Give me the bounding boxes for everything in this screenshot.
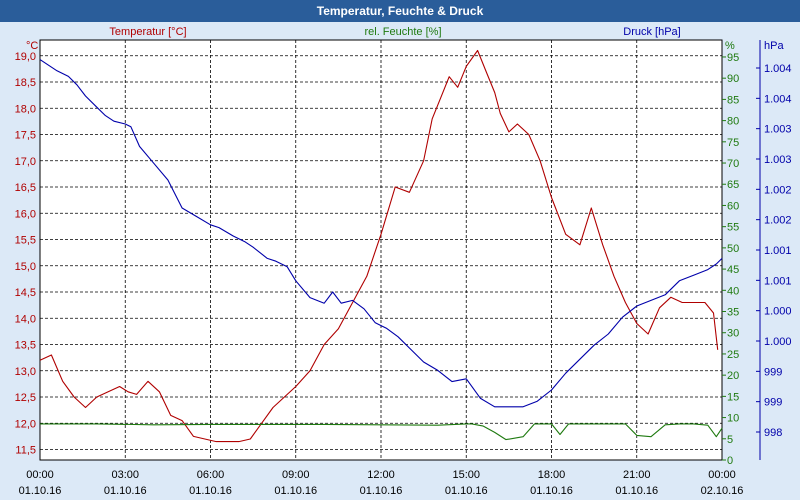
- tick-x-time: 03:00: [111, 469, 139, 481]
- tick-temperature: 17,0: [15, 156, 36, 168]
- tick-temperature: 18,0: [15, 103, 36, 115]
- tick-temperature: 13,5: [15, 340, 36, 352]
- tick-temperature: 18,5: [15, 77, 36, 89]
- tick-x-time: 00:00: [26, 469, 54, 481]
- tick-humidity: 75: [727, 137, 739, 149]
- series-humidity: [40, 423, 723, 441]
- unit-humidity: %: [725, 40, 735, 52]
- window-title: Temperatur, Feuchte & Druck: [0, 0, 800, 22]
- unit-temperature: °C: [26, 40, 38, 52]
- tick-humidity: 80: [727, 116, 739, 128]
- grid: [40, 40, 722, 460]
- tick-pressure: 1.002: [764, 215, 792, 227]
- tick-x-date: 01.10.16: [360, 485, 403, 497]
- tick-pressure: 1.004: [764, 93, 792, 105]
- legend-humidity: rel. Feuchte [%]: [364, 26, 441, 38]
- tick-x-time: 12:00: [367, 469, 395, 481]
- tick-humidity: 40: [727, 285, 739, 297]
- tick-x-date: 02.10.16: [701, 485, 744, 497]
- tick-humidity: 25: [727, 349, 739, 361]
- tick-humidity: 65: [727, 179, 739, 191]
- tick-pressure: 1.001: [764, 245, 792, 257]
- tick-x-time: 18:00: [538, 469, 566, 481]
- tick-x-date: 01.10.16: [530, 485, 573, 497]
- tick-pressure: 1.000: [764, 336, 792, 348]
- tick-humidity: 0: [727, 455, 733, 467]
- tick-temperature: 17,5: [15, 130, 36, 142]
- tick-pressure: 998: [764, 427, 782, 439]
- tick-x-date: 01.10.16: [19, 485, 62, 497]
- tick-pressure: 1.003: [764, 124, 792, 136]
- tick-humidity: 30: [727, 328, 739, 340]
- tick-x-time: 15:00: [452, 469, 480, 481]
- tick-humidity: 10: [727, 413, 739, 425]
- tick-pressure: 1.000: [764, 306, 792, 318]
- tick-pressure: 1.004: [764, 63, 792, 75]
- tick-humidity: 55: [727, 222, 739, 234]
- tick-temperature: 16,5: [15, 182, 36, 194]
- tick-temperature: 15,0: [15, 261, 36, 273]
- tick-x-time: 06:00: [197, 469, 225, 481]
- tick-x-time: 09:00: [282, 469, 310, 481]
- tick-pressure: 1.002: [764, 184, 792, 196]
- tick-temperature: 16,0: [15, 208, 36, 220]
- tick-humidity: 45: [727, 264, 739, 276]
- tick-x-time: 00:00: [708, 469, 736, 481]
- tick-temperature: 12,5: [15, 392, 36, 404]
- tick-humidity: 50: [727, 243, 739, 255]
- tick-pressure: 999: [764, 397, 782, 409]
- legend-pressure: Druck [hPa]: [623, 26, 680, 38]
- legend: Temperatur [°C] rel. Feuchte [%] Druck […: [26, 26, 784, 52]
- tick-temperature: 11,5: [15, 445, 36, 457]
- tick-temperature: 19,0: [15, 51, 36, 63]
- tick-x-date: 01.10.16: [189, 485, 232, 497]
- tick-humidity: 90: [727, 73, 739, 85]
- tick-temperature: 14,5: [15, 287, 36, 299]
- tick-temperature: 15,5: [15, 235, 36, 247]
- tick-labels: 11,5 12,0 12,5 13,0 13,5 14,0 14,5 15,0 15,5 16,0…: [15, 40, 792, 497]
- tick-pressure: 999: [764, 366, 782, 378]
- tick-humidity: 35: [727, 307, 739, 319]
- tick-humidity: 95: [727, 52, 739, 64]
- tick-pressure: 1.003: [764, 154, 792, 166]
- tick-temperature: 13,0: [15, 366, 36, 378]
- unit-pressure: hPa: [764, 40, 784, 52]
- tick-humidity: 60: [727, 200, 739, 212]
- tick-humidity: 70: [727, 158, 739, 170]
- tick-x-date: 01.10.16: [104, 485, 147, 497]
- series-temperature: [39, 49, 719, 443]
- tick-x-date: 01.10.16: [274, 485, 317, 497]
- legend-temperature: Temperatur [°C]: [109, 26, 186, 38]
- tick-x-date: 01.10.16: [615, 485, 658, 497]
- tick-humidity: 20: [727, 370, 739, 382]
- series-pressure: [39, 59, 723, 408]
- tick-x-date: 01.10.16: [445, 485, 488, 497]
- tick-x-time: 21:00: [623, 469, 651, 481]
- tick-humidity: 85: [727, 94, 739, 106]
- tick-humidity: 5: [727, 434, 733, 446]
- tick-temperature: 14,0: [15, 313, 36, 325]
- tick-humidity: 15: [727, 391, 739, 403]
- tick-pressure: 1.001: [764, 275, 792, 287]
- series-lines: [39, 49, 723, 443]
- chart: 11,5 12,0 12,5 13,0 13,5 14,0 14,5 15,0 15,5 16,0…: [15, 26, 792, 497]
- tick-temperature: 12,0: [15, 418, 36, 430]
